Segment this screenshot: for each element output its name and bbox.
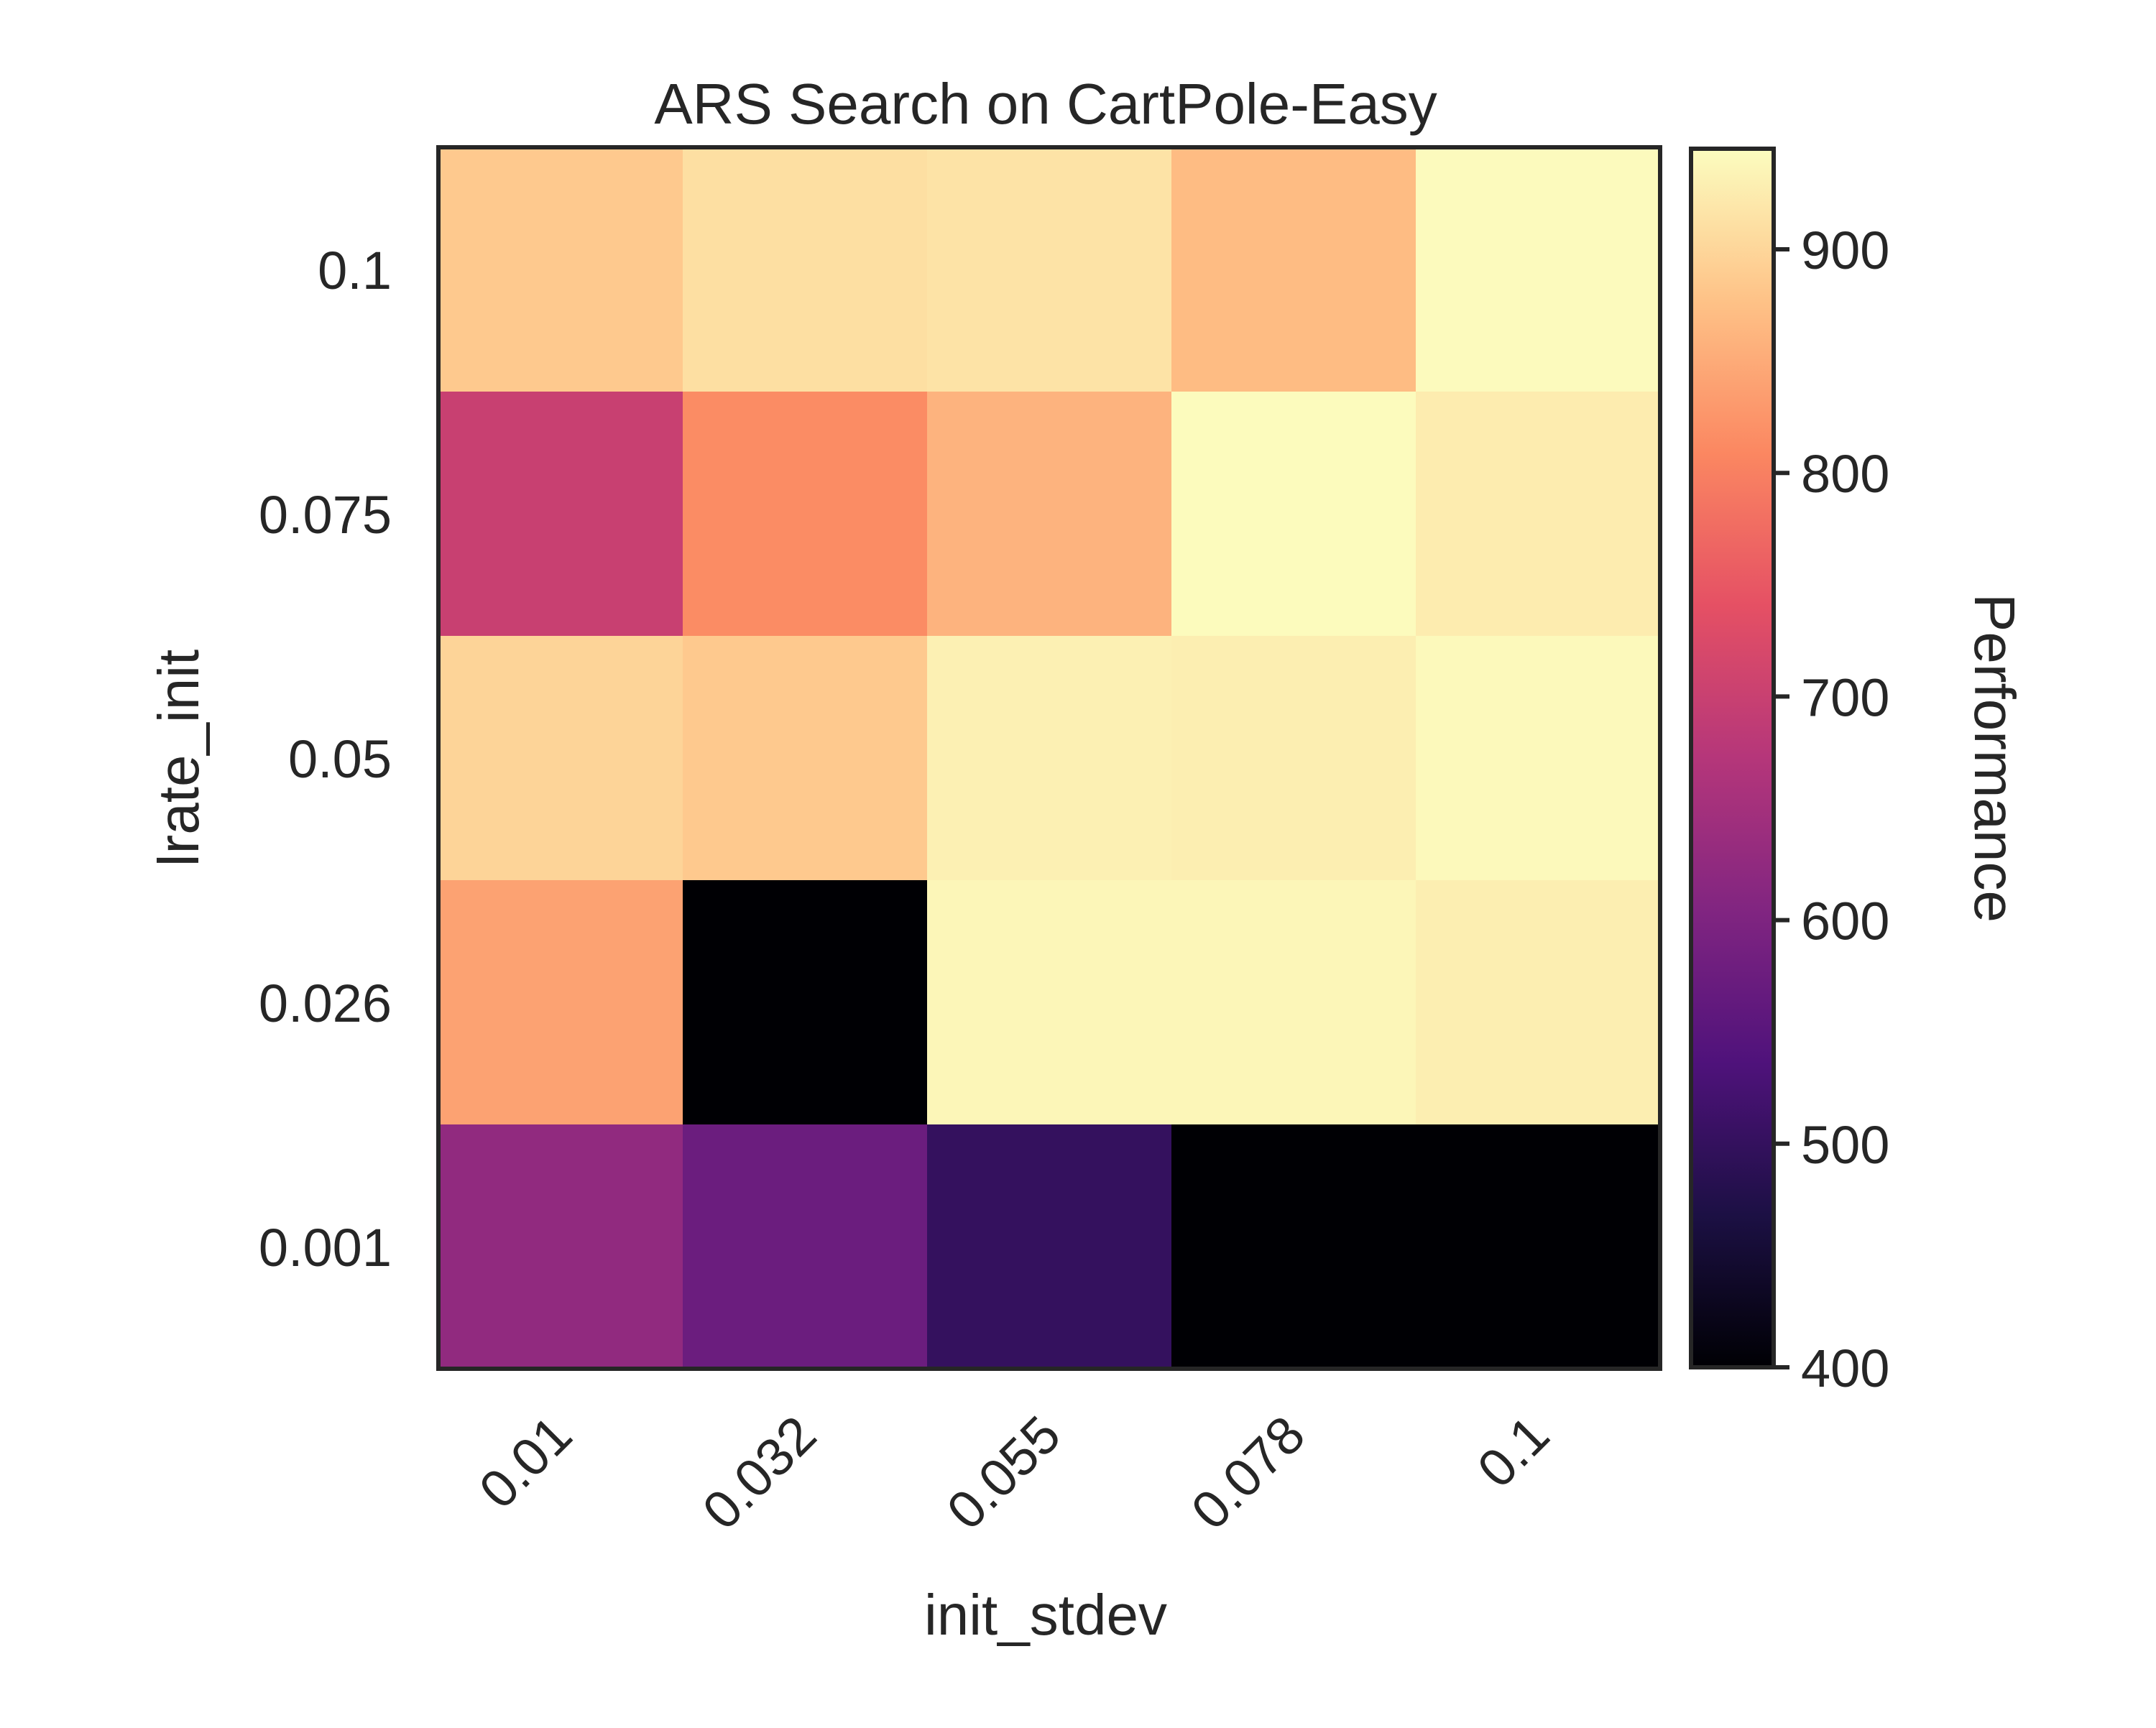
colorbar-label: Performance (1963, 593, 2027, 923)
x-tick-label: 0.078 (1180, 1405, 1317, 1541)
colorbar-tick-label: 600 (1801, 892, 1889, 951)
heatmap-cell (927, 1124, 1172, 1369)
x-tick-labels: 0.01 0.032 0.055 0.078 0.1 (468, 1405, 1561, 1541)
heatmap-cell (683, 392, 928, 637)
y-tick-label: 0.075 (259, 485, 392, 545)
heatmap-cell (1171, 147, 1416, 392)
x-tick-label: 0.055 (936, 1405, 1072, 1541)
x-tick-label: 0.032 (691, 1405, 828, 1541)
heatmap-cell (438, 147, 683, 392)
heatmap-cell (1416, 636, 1661, 881)
y-axis-label: lrate_init (147, 650, 211, 867)
heatmap-cell (1416, 392, 1661, 637)
heatmap-cell (1171, 1124, 1416, 1369)
heatmap-cell (1416, 880, 1661, 1125)
colorbar-tick-label: 400 (1801, 1339, 1889, 1398)
chart-title: ARS Search on CartPole-Easy (654, 72, 1437, 136)
colorbar-tick-label: 800 (1801, 444, 1889, 504)
heatmap-cell (1171, 880, 1416, 1125)
heatmap-cell (438, 392, 683, 637)
heatmap-cell (683, 636, 928, 881)
heatmap-cell (438, 1124, 683, 1369)
heatmap-cell (683, 1124, 928, 1369)
y-tick-label: 0.05 (288, 729, 392, 789)
heatmap-cell (1171, 392, 1416, 637)
heatmap-cell (927, 636, 1172, 881)
y-tick-label: 0.026 (259, 974, 392, 1033)
y-tick-labels: 0.1 0.075 0.05 0.026 0.001 (259, 241, 392, 1277)
heatmap-cell (438, 880, 683, 1125)
colorbar-tick-label: 500 (1801, 1115, 1889, 1175)
colorbar (1689, 147, 1776, 1369)
heatmap-cells (438, 147, 1661, 1369)
heatmap-cell (927, 392, 1172, 637)
heatmap-cell (683, 147, 928, 392)
heatmap-cell (927, 147, 1172, 392)
plot-frame (436, 145, 1662, 1371)
heatmap-cell (438, 636, 683, 881)
x-axis-label: init_stdev (924, 1583, 1167, 1647)
heatmap-cell (1416, 147, 1661, 392)
y-tick-label: 0.1 (318, 241, 392, 300)
y-tick-label: 0.001 (259, 1218, 392, 1277)
x-tick-label: 0.1 (1466, 1405, 1560, 1499)
heatmap-cell (927, 880, 1172, 1125)
x-tick-label: 0.01 (468, 1405, 584, 1520)
colorbar-tick-label: 900 (1801, 221, 1889, 280)
colorbar-ticks: 400 500 600 700 800 900 (1774, 221, 1889, 1398)
heatmap-cell (1416, 1124, 1661, 1369)
heatmap-cell (683, 880, 928, 1125)
heatmap-cell (1171, 636, 1416, 881)
colorbar-tick-label: 700 (1801, 667, 1889, 727)
